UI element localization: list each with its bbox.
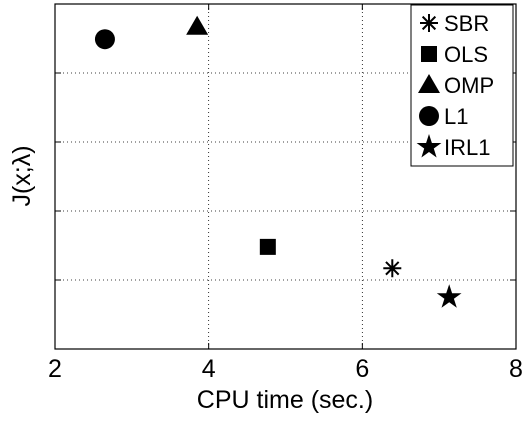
legend-label: OLS	[444, 42, 488, 67]
marker	[419, 106, 439, 126]
marker	[94, 29, 115, 50]
x-tick-label: 2	[48, 355, 62, 383]
marker	[420, 14, 438, 32]
x-tick-label: 6	[355, 355, 369, 383]
marker	[436, 284, 462, 308]
legend-label: SBR	[444, 11, 489, 36]
marker	[421, 46, 437, 62]
legend-label: IRL1	[444, 135, 490, 160]
plot-frame	[54, 3, 517, 350]
marker	[186, 15, 209, 35]
legend-label: OMP	[444, 73, 494, 98]
x-tick-label: 8	[509, 355, 523, 383]
x-axis-label: CPU time (sec.)	[197, 386, 373, 414]
marker	[383, 259, 402, 278]
x-tick-label: 4	[202, 355, 216, 383]
marker	[418, 74, 440, 93]
marker	[416, 134, 442, 158]
y-axis-label: J(x;λ)	[8, 145, 36, 206]
marker	[259, 238, 276, 255]
legend-label: L1	[444, 104, 468, 129]
